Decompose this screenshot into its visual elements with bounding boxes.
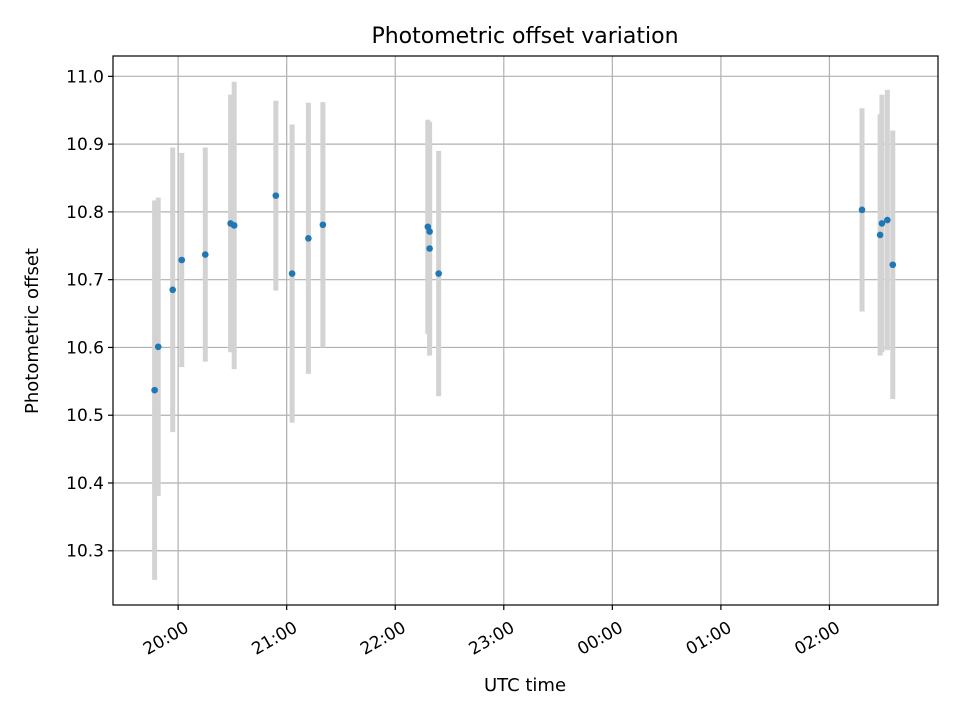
y-tick-label: 10.6	[66, 338, 104, 358]
data-point	[858, 206, 866, 214]
data-point	[876, 231, 884, 239]
y-axis-ticks: 10.3 10.4 10.5 10.6 10.7 10.8 10.9 11.0	[66, 67, 113, 562]
data-point	[319, 221, 327, 229]
chart-title: Photometric offset variation	[371, 24, 678, 49]
y-tick-label: 10.7	[66, 271, 104, 291]
data-points	[151, 192, 897, 394]
data-point	[426, 245, 433, 252]
y-tick-label: 10.3	[66, 542, 104, 562]
y-tick-label: 10.4	[66, 474, 104, 494]
data-point	[426, 228, 433, 235]
data-point	[201, 251, 209, 258]
data-point	[272, 192, 280, 199]
data-point	[151, 386, 158, 394]
grid	[113, 56, 938, 605]
data-point	[288, 270, 296, 277]
data-point	[884, 216, 891, 224]
data-point	[230, 222, 238, 229]
y-axis-label: Photometric offset	[22, 248, 43, 414]
data-point	[889, 261, 897, 269]
x-axis-label: UTC time	[484, 675, 566, 696]
plot-frame	[112, 55, 939, 606]
y-tick-label: 10.8	[66, 203, 104, 223]
y-tick-label: 10.5	[66, 406, 104, 426]
data-point	[878, 220, 886, 227]
y-tick-label: 11.0	[66, 67, 104, 87]
y-tick-label: 10.9	[66, 135, 104, 155]
data-point	[169, 286, 177, 294]
data-point	[154, 343, 162, 351]
data-point	[435, 270, 442, 277]
data-point	[178, 256, 186, 264]
data-point	[305, 235, 312, 242]
